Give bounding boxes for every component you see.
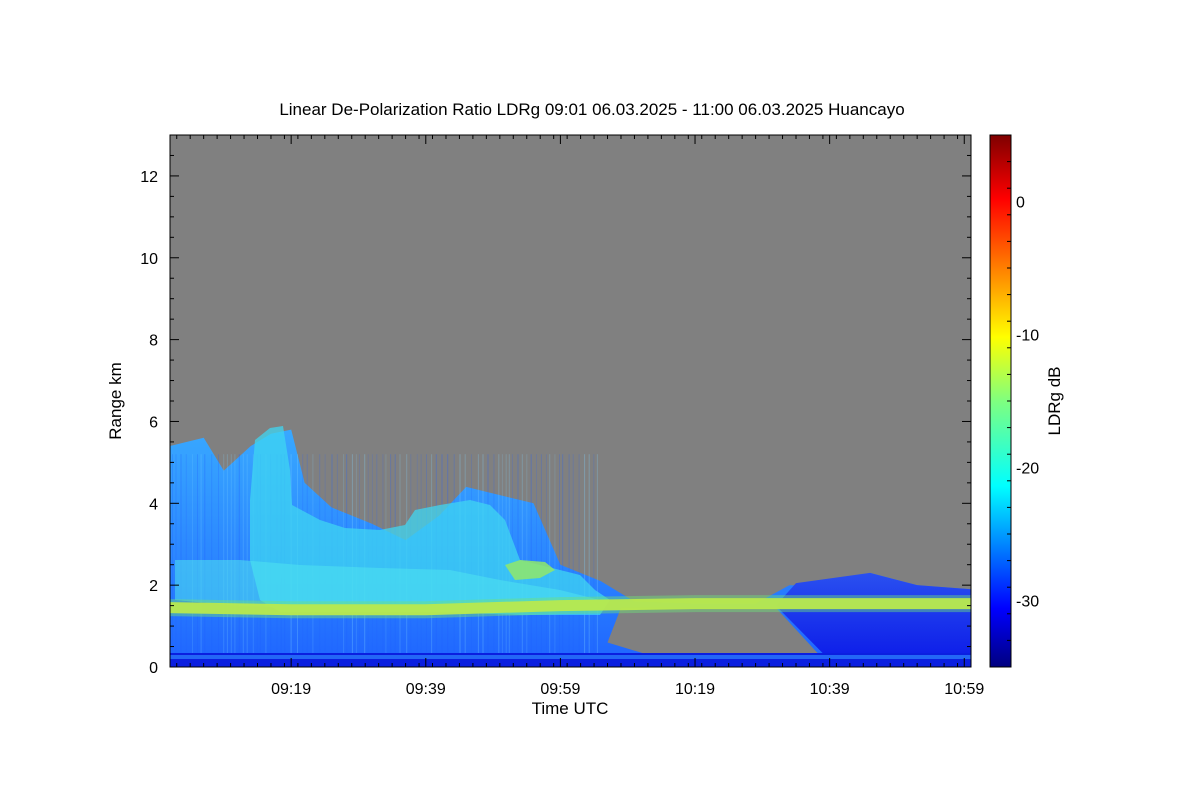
x-tick-label: 09:39 bbox=[406, 681, 446, 698]
x-tick-label: 09:59 bbox=[540, 681, 580, 698]
y-tick-label: 6 bbox=[149, 414, 158, 431]
x-axis: 09:19 09:39 09:59 10:19 10:39 10:59 bbox=[176, 135, 984, 698]
boundary-layer-edge bbox=[170, 595, 971, 619]
x-tick-label: 10:59 bbox=[944, 681, 984, 698]
x-tick-label: 10:19 bbox=[675, 681, 715, 698]
x-tick-label: 09:19 bbox=[271, 681, 311, 698]
ground-line bbox=[170, 655, 971, 659]
colorbar-label: LDRg dB bbox=[1045, 367, 1064, 436]
stripe bbox=[578, 454, 580, 667]
y-tick-label: 2 bbox=[149, 578, 158, 595]
colorbar-tick-label: -20 bbox=[1016, 461, 1039, 478]
y-tick-label: 4 bbox=[149, 496, 158, 513]
stripe bbox=[562, 454, 564, 667]
stripe bbox=[246, 454, 248, 667]
chart-title: Linear De-Polarization Ratio LDRg 09:01 … bbox=[279, 100, 904, 119]
x-axis-label: Time UTC bbox=[532, 699, 609, 718]
plot-area bbox=[170, 135, 971, 667]
y-axis-label: Range km bbox=[106, 362, 125, 439]
right-low-cloud bbox=[775, 572, 971, 667]
stripe bbox=[584, 454, 586, 667]
colorbar-tick-label: -30 bbox=[1016, 594, 1039, 611]
stripe bbox=[540, 454, 542, 667]
stripe bbox=[549, 454, 551, 667]
colorbar-ticks: 0 -10 -20 -30 bbox=[1007, 134, 1039, 668]
stripe bbox=[596, 454, 598, 667]
lower-cyan-layer bbox=[175, 560, 600, 610]
y-tick-label: 0 bbox=[149, 660, 158, 677]
y-tick-label: 12 bbox=[140, 169, 158, 186]
stripe bbox=[572, 454, 574, 667]
y-axis: 0 2 4 6 8 10 12 bbox=[140, 134, 971, 677]
boundary-layer-band bbox=[170, 598, 971, 616]
stripe bbox=[593, 454, 595, 667]
stripe bbox=[536, 454, 537, 667]
x-tick-label: 10:39 bbox=[810, 681, 850, 698]
y-tick-label: 8 bbox=[149, 333, 158, 350]
stripe bbox=[554, 454, 556, 667]
stripe bbox=[568, 454, 570, 667]
middle-no-data-gap bbox=[607, 607, 823, 659]
stripe bbox=[588, 454, 590, 667]
colorbar-tick-label: 0 bbox=[1016, 195, 1025, 212]
colorbar-tick-label: -10 bbox=[1016, 328, 1039, 345]
y-tick-label: 10 bbox=[140, 251, 158, 268]
stripe bbox=[530, 454, 532, 667]
stripe bbox=[546, 454, 547, 667]
green-patch bbox=[505, 560, 555, 580]
stripe bbox=[172, 454, 173, 667]
stripe bbox=[559, 454, 560, 667]
